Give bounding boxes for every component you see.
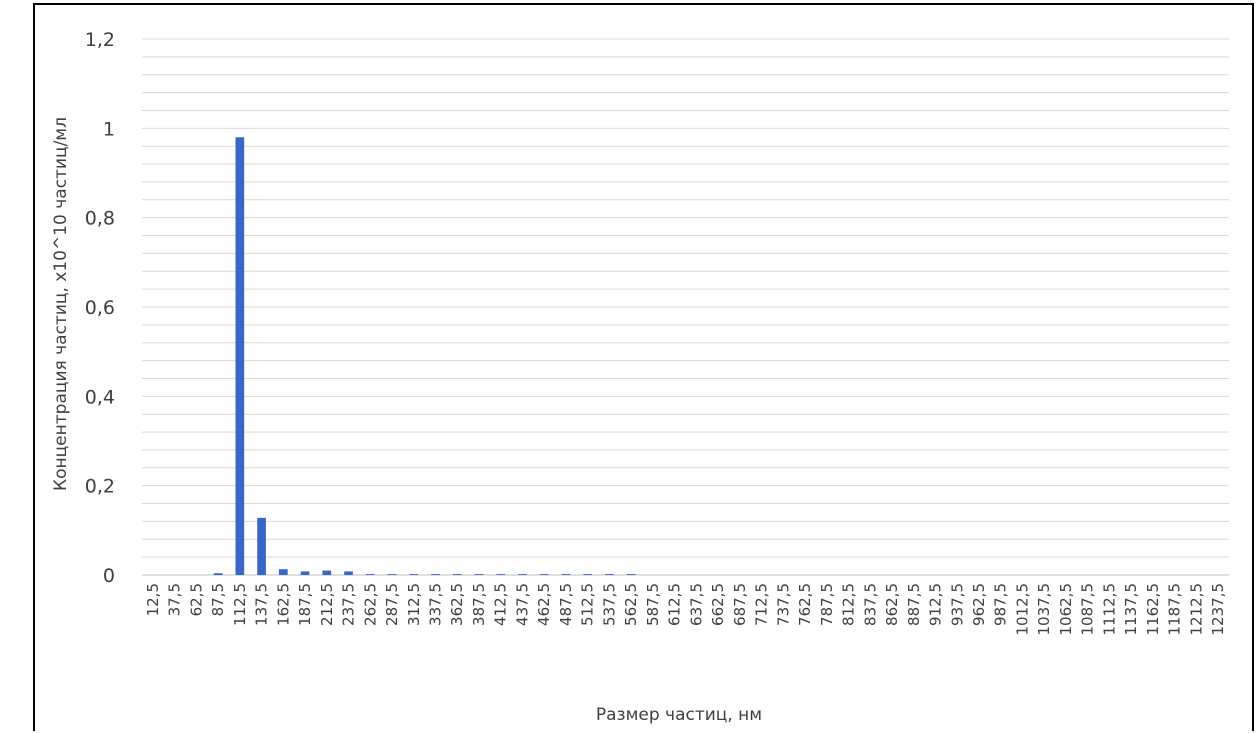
- x-tick-label: 1237,5: [1209, 583, 1227, 636]
- x-tick-label: 937,5: [948, 583, 966, 626]
- x-tick-label: 137,5: [253, 583, 271, 626]
- bar: [452, 574, 462, 575]
- x-tick-label: 37,5: [166, 583, 184, 616]
- x-tick-label: 787,5: [818, 583, 836, 626]
- x-tick-label: 262,5: [361, 583, 379, 626]
- x-tick-label: 462,5: [535, 583, 553, 626]
- y-axis-ticks: 0 0,2 0,4 0,6 0,8 1 1,2: [85, 29, 115, 587]
- x-tick-label: 362,5: [448, 583, 466, 626]
- x-tick-label: 687,5: [731, 583, 749, 626]
- x-tick-label: 87,5: [209, 583, 227, 616]
- x-tick-label: 1137,5: [1122, 583, 1140, 636]
- x-tick-label: 1187,5: [1166, 583, 1184, 636]
- x-tick-label: 987,5: [992, 583, 1010, 626]
- x-tick-label: 212,5: [318, 583, 336, 626]
- x-tick-label: 12,5: [144, 583, 162, 616]
- x-tick-label: 1012,5: [1013, 583, 1031, 636]
- x-tick-label: 162,5: [274, 583, 292, 626]
- x-tick-label: 512,5: [579, 583, 597, 626]
- bar: [300, 571, 310, 575]
- bar: [213, 573, 223, 575]
- x-tick-label: 237,5: [340, 583, 358, 626]
- bar: [235, 137, 245, 575]
- x-tick-label: 662,5: [709, 583, 727, 626]
- bar: [365, 574, 375, 575]
- x-tick-label: 187,5: [296, 583, 314, 626]
- x-tick-label: 637,5: [687, 583, 705, 626]
- x-tick-label: 1162,5: [1144, 583, 1162, 636]
- bar: [257, 517, 266, 575]
- x-tick-label: 337,5: [426, 583, 444, 626]
- x-tick-label: 487,5: [557, 583, 575, 626]
- x-tick-label: 1087,5: [1079, 583, 1097, 636]
- y-tick-label: 0,2: [85, 476, 115, 498]
- y-axis-title: Концентрация частиц, x10^10 частиц/мл: [51, 117, 71, 491]
- bar: [409, 574, 419, 575]
- bar: [518, 574, 527, 575]
- x-tick-label: 962,5: [970, 583, 988, 626]
- x-tick-label: 287,5: [383, 583, 401, 626]
- y-tick-label: 0,4: [85, 386, 115, 408]
- bar: [561, 574, 571, 575]
- bar: [626, 574, 636, 575]
- x-tick-label: 887,5: [905, 583, 923, 626]
- bar: [344, 571, 353, 575]
- y-tick-label: 1: [103, 118, 115, 140]
- x-axis-title: Размер частиц, нм: [596, 705, 762, 725]
- bar: [278, 569, 288, 575]
- x-tick-label: 737,5: [774, 583, 792, 626]
- x-tick-label: 1062,5: [1057, 583, 1075, 636]
- bar: [583, 574, 593, 575]
- x-tick-label: 612,5: [666, 583, 684, 626]
- x-tick-label: 587,5: [644, 583, 662, 626]
- bar: [474, 574, 484, 575]
- x-axis-ticks: 12,5 37,5 62,5 87,5 112,5 137,5 162,5 187,5 212,…: [144, 583, 1227, 636]
- bar: [322, 570, 332, 575]
- bar: [539, 574, 549, 575]
- bar: [496, 574, 506, 575]
- x-tick-label: 862,5: [883, 583, 901, 626]
- bar: [605, 574, 614, 575]
- x-tick-label: 537,5: [600, 583, 618, 626]
- x-tick-label: 812,5: [840, 583, 858, 626]
- x-tick-label: 712,5: [753, 583, 771, 626]
- x-tick-label: 1037,5: [1035, 583, 1053, 636]
- x-tick-label: 562,5: [622, 583, 640, 626]
- x-tick-label: 62,5: [187, 583, 205, 616]
- x-tick-label: 912,5: [927, 583, 945, 626]
- gridlines: [142, 38, 1229, 576]
- bars: [213, 137, 636, 575]
- y-tick-label: 1,2: [85, 29, 115, 51]
- x-tick-label: 312,5: [405, 583, 423, 626]
- y-tick-label: 0,8: [85, 208, 115, 230]
- x-tick-label: 837,5: [861, 583, 879, 626]
- x-tick-label: 1212,5: [1187, 583, 1205, 636]
- bar: [431, 574, 440, 575]
- x-tick-label: 112,5: [231, 583, 249, 626]
- x-tick-label: 387,5: [470, 583, 488, 626]
- bar: [387, 574, 397, 575]
- x-tick-label: 437,5: [513, 583, 531, 626]
- x-tick-label: 412,5: [492, 583, 510, 626]
- y-tick-label: 0,6: [85, 297, 115, 319]
- y-tick-label: 0: [103, 565, 115, 587]
- x-tick-label: 1112,5: [1100, 583, 1118, 636]
- x-tick-label: 762,5: [796, 583, 814, 626]
